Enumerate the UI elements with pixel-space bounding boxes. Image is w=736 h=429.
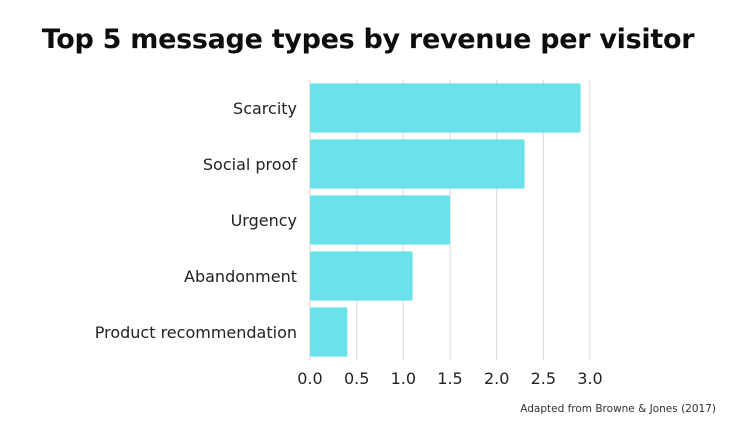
- bars: [310, 83, 581, 357]
- x-tick-label: 1.0: [391, 369, 416, 388]
- chart-title: Top 5 message types by revenue per visit…: [41, 24, 695, 55]
- bar: [310, 251, 413, 301]
- x-tick-label: 3.0: [577, 369, 602, 388]
- x-tick-label: 0.5: [344, 369, 369, 388]
- x-tick-label: 1.5: [437, 369, 462, 388]
- bar: [310, 139, 525, 189]
- x-tick-label: 0.0: [297, 369, 322, 388]
- x-tick-label: 2.5: [531, 369, 556, 388]
- category-label: Scarcity: [233, 99, 297, 118]
- category-label: Social proof: [203, 155, 297, 174]
- source-note: Adapted from Browne & Jones (2017): [520, 403, 716, 415]
- bar: [310, 307, 348, 357]
- category-label: Product recommendation: [95, 323, 297, 342]
- bar: [310, 195, 450, 245]
- category-label: Abandonment: [184, 267, 297, 286]
- category-label: Urgency: [231, 211, 297, 230]
- x-tick-label: 2.0: [484, 369, 509, 388]
- x-tick-labels: 0.0 0.5 1.0 1.5 2.0 2.5 3.0: [297, 369, 602, 388]
- category-labels: Scarcity Social proof Urgency Abandonment Pr…: [95, 99, 298, 342]
- bar: [310, 83, 581, 133]
